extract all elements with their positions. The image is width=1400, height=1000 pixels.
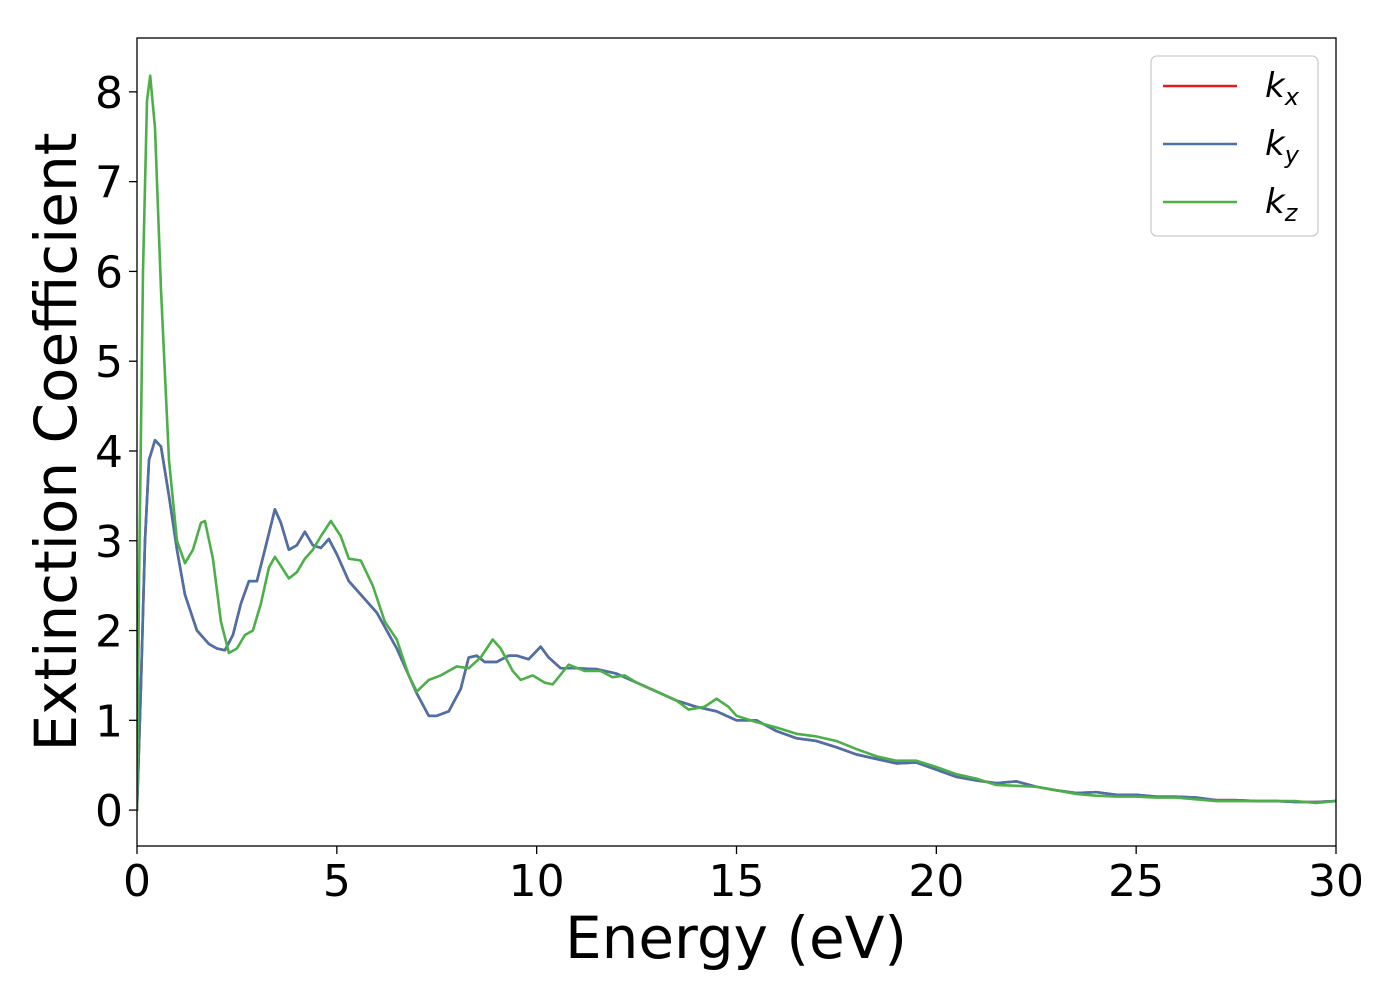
y-tick-label: 5	[95, 337, 123, 388]
x-tick-label: 25	[1108, 856, 1164, 907]
y-tick-label: 4	[95, 427, 123, 478]
legend-label-main: k	[1265, 182, 1286, 222]
legend-label-ky: ky	[1265, 124, 1300, 169]
y-tick-label: 0	[95, 786, 123, 837]
legend-label-sub: x	[1284, 83, 1300, 111]
y-tick-label: 7	[95, 158, 123, 209]
series-line-ky	[137, 438, 1336, 812]
legend-label-main: k	[1265, 124, 1286, 164]
x-tick-label: 30	[1308, 856, 1364, 907]
legend-label-main: k	[1265, 66, 1286, 106]
y-tick-label: 3	[95, 517, 123, 568]
y-axis-ticks: 0 1 2 3 4 5 6 7 8	[95, 68, 137, 837]
legend-label-kz: kz	[1265, 182, 1299, 227]
series-line-kx	[137, 438, 1336, 812]
x-tick-label: 0	[123, 856, 151, 907]
y-tick-label: 2	[95, 607, 123, 658]
legend-box	[1150, 55, 1319, 237]
x-tick-label: 5	[323, 856, 351, 907]
legend-label-sub: y	[1284, 141, 1300, 169]
legend-label-sub: z	[1284, 199, 1299, 227]
x-tick-label: 10	[509, 856, 565, 907]
x-axis-ticks: 0 5 10 15 20 25 30	[123, 846, 1364, 907]
legend-label-kx: kx	[1265, 66, 1300, 111]
y-tick-label: 8	[95, 68, 123, 119]
y-axis-title: Extinction Coefficient	[22, 133, 90, 752]
x-axis-title: Energy (eV)	[565, 904, 907, 972]
y-tick-label: 1	[95, 696, 123, 747]
x-tick-label: 15	[709, 856, 765, 907]
y-tick-label: 6	[95, 247, 123, 298]
x-tick-label: 20	[908, 856, 964, 907]
series-line-kz	[137, 74, 1336, 812]
series-layer	[137, 74, 1336, 812]
